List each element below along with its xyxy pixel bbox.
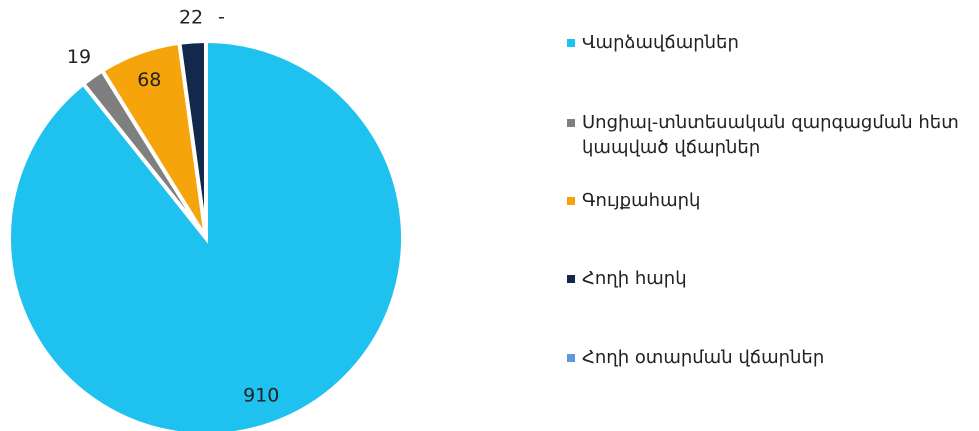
legend-entry: Վարձավճարներ: [567, 30, 977, 55]
legend-label: Վարձավճարներ: [582, 32, 739, 53]
data-label: -: [218, 6, 225, 28]
legend-entry: Հողի օտարման վճարներ: [567, 345, 977, 370]
legend-label: Գույքահարկ: [582, 190, 701, 211]
pie-area: 910 19 68 22-: [7, 6, 405, 431]
legend-swatch: [567, 275, 575, 283]
legend-label: Հողի հարկ: [582, 268, 687, 289]
pie-slice: [7, 38, 405, 431]
legend-entry: Գույքահարկ: [567, 188, 977, 213]
legend-label: Սոցիալ-տնտեսական զարգացման հետ կապված վճ…: [582, 112, 959, 158]
legend-entry: Հողի հարկ: [567, 266, 977, 291]
legend-swatch: [567, 354, 575, 362]
legend-swatch: [567, 39, 575, 47]
legend-label: Հողի օտարման վճարներ: [582, 347, 825, 368]
data-label: 19: [67, 46, 91, 68]
data-label: 68: [137, 69, 161, 91]
legend-entry: Սոցիալ-տնտեսական զարգացման հետ կապված վճ…: [567, 110, 977, 160]
legend-swatch: [567, 119, 575, 127]
pie-slice: [177, 38, 208, 239]
data-label: 22: [179, 6, 203, 28]
legend-swatch: [567, 197, 575, 205]
data-label: 910: [243, 385, 279, 407]
